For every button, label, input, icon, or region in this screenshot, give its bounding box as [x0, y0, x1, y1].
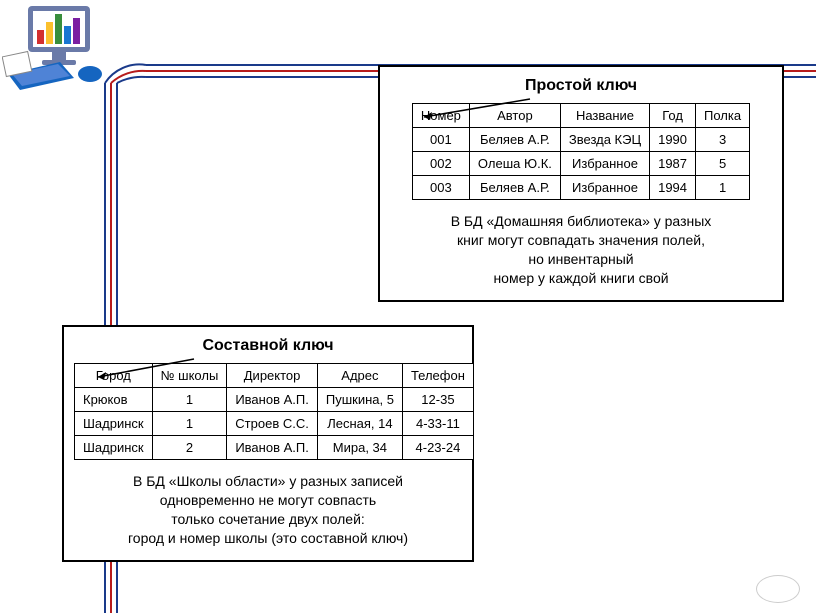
column-header: Телефон: [402, 364, 473, 388]
table-cell: 1: [152, 388, 227, 412]
compound-key-panel: Составной ключ Город№ школыДиректорАдрес…: [62, 325, 474, 562]
table-cell: 12-35: [402, 388, 473, 412]
table-cell: Пушкина, 5: [317, 388, 402, 412]
table-cell: Беляев А.Р.: [469, 176, 560, 200]
key-arrow-icon: [416, 97, 576, 123]
table-cell: 5: [696, 152, 750, 176]
table-row: 003Беляев А.Р.Избранное19941: [412, 176, 749, 200]
table-cell: Звезда КЭЦ: [560, 128, 649, 152]
table-cell: Лесная, 14: [317, 412, 402, 436]
panel-title: Простой ключ: [390, 77, 772, 95]
computer-chart-icon: [2, 2, 122, 92]
table-cell: 4-33-11: [402, 412, 473, 436]
table-cell: 1: [696, 176, 750, 200]
table-cell: Крюков: [75, 388, 153, 412]
table-cell: Иванов А.П.: [227, 388, 318, 412]
table-cell: Беляев А.Р.: [469, 128, 560, 152]
table-cell: Олеша Ю.К.: [469, 152, 560, 176]
table-cell: Шадринск: [75, 412, 153, 436]
table-row: Крюков1Иванов А.П.Пушкина, 512-35: [75, 388, 474, 412]
column-header: Полка: [696, 104, 750, 128]
column-header: Год: [650, 104, 696, 128]
compound-caption: В БД «Школы области» у разных записейодн…: [74, 472, 462, 548]
table-cell: 1987: [650, 152, 696, 176]
table-cell: 1990: [650, 128, 696, 152]
table-cell: 1994: [650, 176, 696, 200]
table-cell: Строев С.С.: [227, 412, 318, 436]
table-cell: Мира, 34: [317, 436, 402, 460]
table-row: Шадринск1Строев С.С.Лесная, 144-33-11: [75, 412, 474, 436]
table-cell: Избранное: [560, 176, 649, 200]
simple-key-panel: Простой ключ НомерАвторНазваниеГодПолка …: [378, 65, 784, 302]
table-row: 002Олеша Ю.К.Избранное19875: [412, 152, 749, 176]
table-cell: 003: [412, 176, 469, 200]
table-row: Шадринск2Иванов А.П.Мира, 344-23-24: [75, 436, 474, 460]
table-cell: Избранное: [560, 152, 649, 176]
table-cell: Иванов А.П.: [227, 436, 318, 460]
table-cell: 1: [152, 412, 227, 436]
page-number-ellipse: [756, 575, 800, 603]
table-cell: 002: [412, 152, 469, 176]
table-cell: 001: [412, 128, 469, 152]
table-cell: 3: [696, 128, 750, 152]
table-cell: 4-23-24: [402, 436, 473, 460]
table-cell: Шадринск: [75, 436, 153, 460]
key-arrow-icon: [90, 357, 250, 383]
table-cell: 2: [152, 436, 227, 460]
column-header: Адрес: [317, 364, 402, 388]
panel-title: Составной ключ: [74, 337, 462, 355]
simple-caption: В БД «Домашняя библиотека» у разныхкниг …: [390, 212, 772, 288]
table-row: 001Беляев А.Р.Звезда КЭЦ19903: [412, 128, 749, 152]
